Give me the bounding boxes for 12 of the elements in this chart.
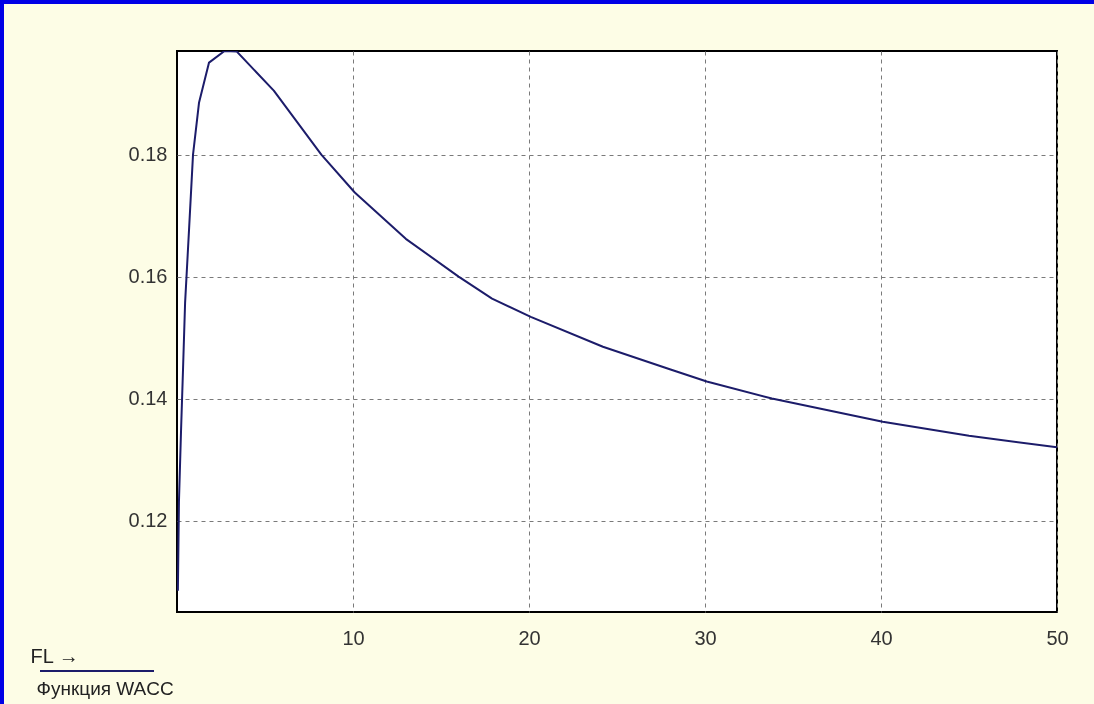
y-tick-label: 0.14 [128,387,168,410]
y-axis-title: Функция WACC [36,677,174,699]
x-axis-title: FL → [30,644,79,667]
x-tick-label: 40 [870,626,893,649]
x-tick-label: 10 [342,626,365,649]
y-tick-label: 0.16 [128,265,168,288]
y-tick-label: 0.18 [128,143,168,166]
x-tick-label: 20 [518,626,541,649]
x-tick-label: 30 [694,626,717,649]
x-tick-label: 50 [1046,626,1069,649]
line-series [177,51,1057,592]
y-tick-label: 0.12 [128,509,168,532]
